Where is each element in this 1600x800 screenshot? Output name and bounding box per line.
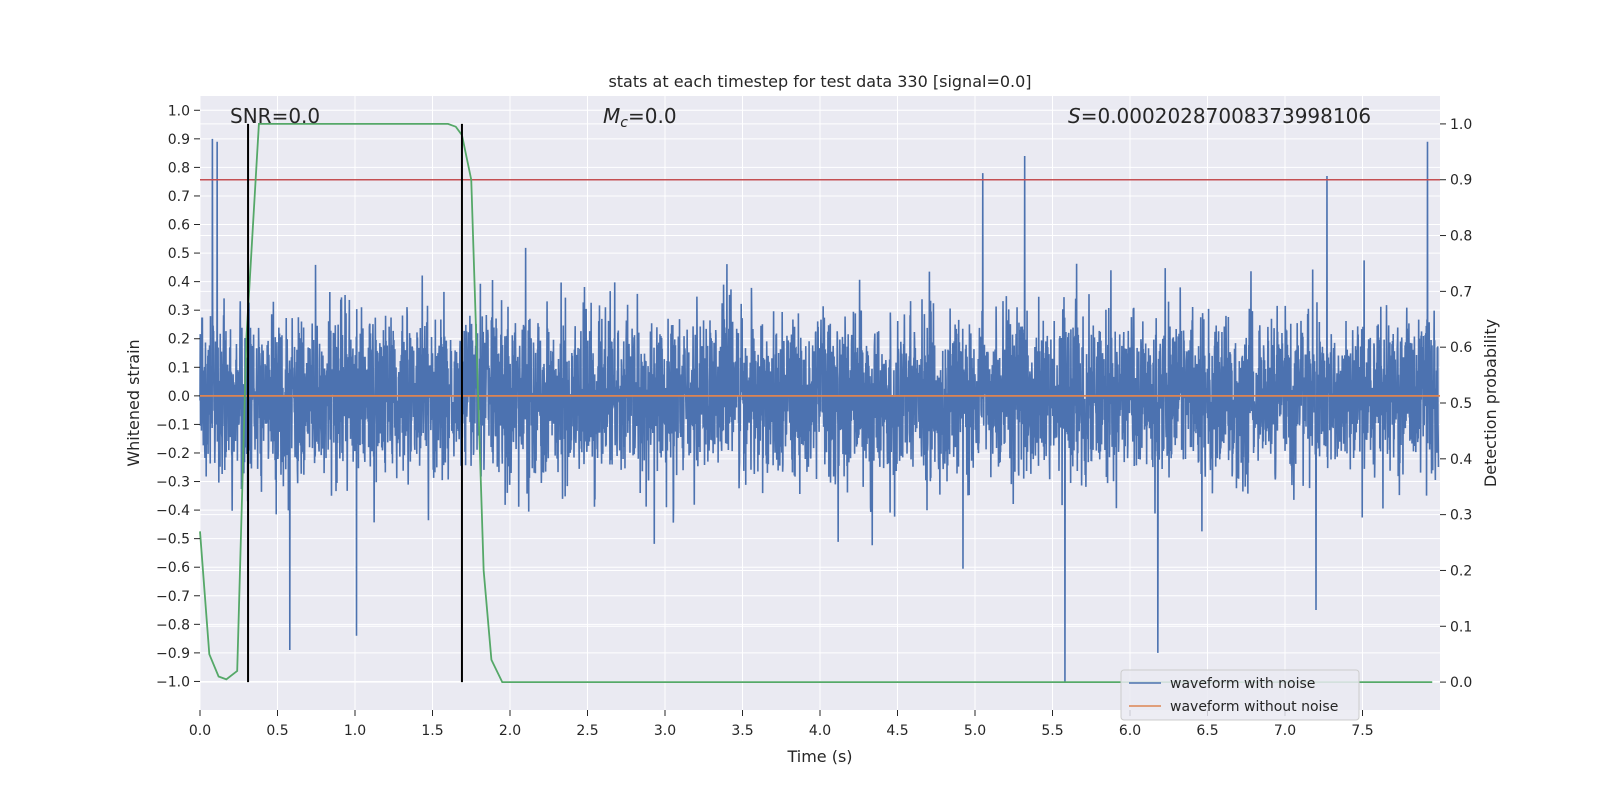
tick-label-left: 0.2 bbox=[168, 332, 190, 348]
mc-symbol: M bbox=[603, 104, 620, 128]
tick-label-x: 6.5 bbox=[1196, 723, 1218, 739]
x-axis-ticks: 0.0 0.5 1.0 1.5 2.0 2.5 3.0 3.5 4.0 4.5 5.0 5.5 6.0 6… bbox=[189, 710, 1374, 739]
tick-label-x: 1.5 bbox=[421, 723, 443, 739]
right-axis-ticks: 0.0 0.1 0.2 0.3 0.4 0.5 0.6 0.7 0.8 0.9 1.0 bbox=[1440, 117, 1472, 691]
tick-label-left: −0.1 bbox=[156, 417, 190, 433]
tick-label-x: 5.0 bbox=[964, 723, 986, 739]
legend-label-noisy: waveform with noise bbox=[1170, 676, 1315, 692]
tick-label-x: 6.0 bbox=[1119, 723, 1141, 739]
tick-label-x: 0.5 bbox=[266, 723, 288, 739]
chart-title: stats at each timestep for test data 330… bbox=[608, 72, 1031, 91]
left-axis-ticks: −1.0 −0.9 −0.8 −0.7 −0.6 −0.5 −0.4 −0.3 −0.2 −0.1… bbox=[156, 103, 200, 690]
tick-label-x: 5.5 bbox=[1041, 723, 1063, 739]
tick-label-right: 0.8 bbox=[1450, 229, 1472, 245]
y-axis-label-left: Whitened strain bbox=[124, 339, 143, 466]
tick-label-x: 7.0 bbox=[1274, 723, 1296, 739]
tick-label-x: 3.5 bbox=[731, 723, 753, 739]
tick-label-left: 0.6 bbox=[168, 218, 190, 234]
tick-label-right: 0.7 bbox=[1450, 284, 1472, 300]
legend-box bbox=[1120, 669, 1360, 721]
tick-label-right: 0.3 bbox=[1450, 508, 1472, 524]
tick-label-left: 0.7 bbox=[168, 189, 190, 205]
tick-label-left: 1.0 bbox=[168, 103, 190, 119]
tick-label-left: 0.9 bbox=[168, 132, 190, 148]
tick-label-x: 0.0 bbox=[189, 723, 211, 739]
tick-label-right: 0.6 bbox=[1450, 340, 1472, 356]
tick-label-left: −1.0 bbox=[156, 674, 190, 690]
legend: waveform with noise waveform without noi… bbox=[1120, 669, 1360, 721]
series-detection-probability bbox=[199, 123, 1433, 683]
tick-label-left: 0.1 bbox=[168, 360, 190, 376]
tick-label-right: 0.4 bbox=[1450, 452, 1472, 468]
tick-label-left: 0.3 bbox=[168, 303, 190, 319]
tick-label-x: 3.0 bbox=[654, 723, 676, 739]
tick-label-left: −0.4 bbox=[156, 503, 190, 519]
tick-label-right: 0.1 bbox=[1450, 619, 1472, 635]
tick-label-x: 2.5 bbox=[576, 723, 598, 739]
tick-label-left: −0.8 bbox=[156, 617, 190, 633]
tick-label-left: −0.3 bbox=[156, 475, 190, 491]
tick-label-left: −0.5 bbox=[156, 532, 190, 548]
legend-label-clean: waveform without noise bbox=[1170, 699, 1338, 715]
tick-label-x: 1.0 bbox=[344, 723, 366, 739]
tick-label-left: −0.7 bbox=[156, 589, 190, 605]
snr-prefix: SNR bbox=[230, 104, 272, 128]
y-axis-label-right: Detection probability bbox=[1481, 319, 1500, 487]
tick-label-left: −0.2 bbox=[156, 446, 190, 462]
series-waveform-with-noise bbox=[199, 138, 1440, 682]
series-layer bbox=[199, 123, 1440, 683]
tick-label-right: 0.0 bbox=[1450, 675, 1472, 691]
tick-label-x: 4.5 bbox=[886, 723, 908, 739]
tick-label-left: 0.0 bbox=[168, 389, 190, 405]
mc-value: 0.0 bbox=[645, 104, 677, 128]
x-axis-label: Time (s) bbox=[786, 747, 852, 766]
s-value: 0.00020287008373998106 bbox=[1097, 104, 1371, 128]
tick-label-right: 0.9 bbox=[1450, 173, 1472, 189]
tick-label-left: 0.8 bbox=[168, 160, 190, 176]
tick-label-right: 0.2 bbox=[1450, 563, 1472, 579]
tick-label-left: −0.9 bbox=[156, 646, 190, 662]
tick-label-left: −0.6 bbox=[156, 560, 190, 576]
tick-label-x: 4.0 bbox=[809, 723, 831, 739]
tick-label-x: 2.0 bbox=[499, 723, 521, 739]
tick-label-right: 1.0 bbox=[1450, 117, 1472, 133]
tick-label-right: 0.5 bbox=[1450, 396, 1472, 412]
mc-subscript: c bbox=[620, 115, 628, 131]
s-symbol: S bbox=[1068, 104, 1081, 128]
tick-label-left: 0.5 bbox=[168, 246, 190, 262]
snr-annotation: SNR=0.0 bbox=[230, 104, 320, 128]
snr-value: 0.0 bbox=[288, 104, 320, 128]
s-annotation: S=0.00020287008373998106 bbox=[1068, 104, 1371, 128]
tick-label-x: 7.5 bbox=[1351, 723, 1373, 739]
tick-label-left: 0.4 bbox=[168, 275, 190, 291]
chirp-mass-annotation: Mc=0.0 bbox=[603, 104, 677, 131]
